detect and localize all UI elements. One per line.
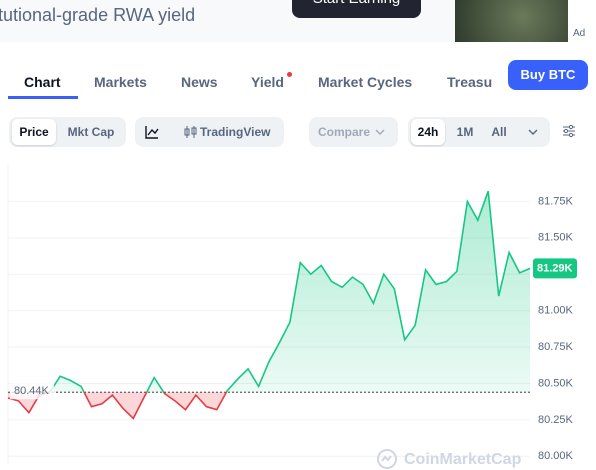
chart-type-toggle (135, 117, 284, 147)
candle-icon (184, 126, 197, 138)
y-tick-label: 80.75K (538, 341, 574, 353)
range-button[interactable]: All (491, 125, 507, 139)
toggle-button[interactable]: Mkt Cap (67, 125, 115, 139)
banner-button[interactable]: Start Earning (292, 0, 421, 18)
tab[interactable]: Treasu (447, 74, 493, 90)
y-tick-label: 81.00K (538, 305, 574, 317)
tradingview-button[interactable]: TradingView (200, 125, 271, 139)
tab[interactable]: Yield (251, 74, 284, 90)
buy-button[interactable]: Buy BTC (508, 60, 588, 90)
tab[interactable]: Markets (94, 74, 147, 90)
banner-text: tutional-grade RWA yield (0, 5, 196, 25)
settings-icon[interactable] (562, 124, 576, 138)
banner-image (455, 0, 568, 42)
y-tick-label: 81.75K (538, 195, 574, 207)
price-line-down (7, 392, 228, 420)
toggle-button[interactable]: Price (12, 119, 56, 145)
ad-label: Ad (573, 28, 586, 39)
tab-dot (287, 72, 292, 77)
current-price-label: 81.29K (537, 262, 573, 274)
price-line-up (46, 190, 531, 393)
range-button[interactable]: 1M (456, 125, 474, 139)
tab[interactable]: News (181, 74, 218, 90)
compare-dropdown[interactable] (309, 117, 398, 147)
y-tick-label: 81.50K (538, 232, 574, 244)
watermark: CoinMarketCap (404, 451, 522, 468)
line-icon[interactable] (144, 124, 160, 140)
tab-underline (8, 96, 78, 99)
tab[interactable]: Market Cycles (318, 74, 413, 90)
watermark-logo (377, 449, 397, 469)
area-up (8, 191, 530, 393)
chevron (375, 129, 385, 135)
current-price-badge (533, 258, 577, 279)
baseline-label: 80.44K (14, 385, 50, 397)
compare-label: Compare (317, 125, 370, 139)
y-tick-label: 80.00K (538, 450, 574, 462)
range-button[interactable]: 24h (411, 119, 445, 145)
baseline-label-bg (10, 383, 54, 400)
y-tick-label: 80.50K (538, 377, 574, 389)
tab[interactable]: Chart (24, 74, 61, 90)
chevron[interactable] (528, 128, 538, 136)
chart: 80.00K80.25K80.50K80.75K81.00K81.25K81.5… (7, 165, 577, 465)
y-tick-label: 80.25K (538, 414, 574, 426)
